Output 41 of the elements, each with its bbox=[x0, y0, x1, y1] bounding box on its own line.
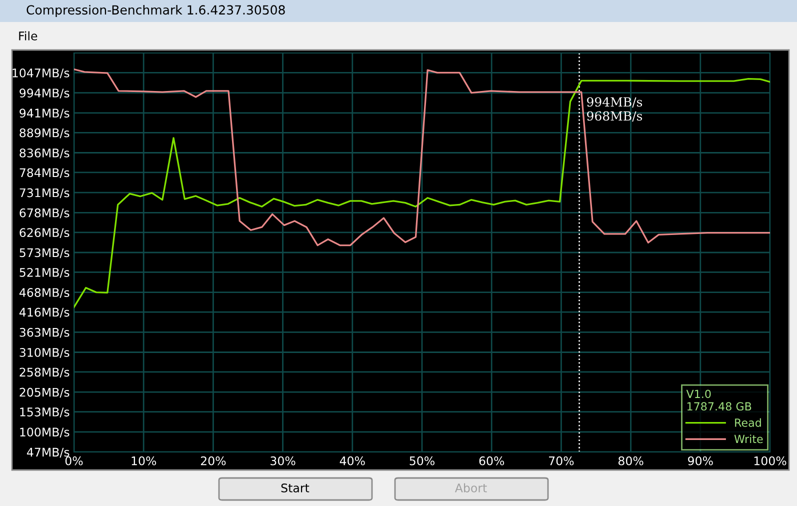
y-tick-label: 416MB/s bbox=[19, 308, 70, 318]
x-tick-label: 30% bbox=[270, 456, 296, 466]
x-tick-label: 0% bbox=[65, 456, 83, 466]
x-tick-label: 60% bbox=[479, 456, 504, 466]
x-tick-label: 100% bbox=[754, 456, 786, 466]
line-series bbox=[74, 78, 770, 308]
legend-label: Write bbox=[734, 434, 763, 444]
y-tick-label: 889MB/s bbox=[20, 128, 70, 138]
legend-label: Read bbox=[735, 418, 761, 427]
y-tick-label: 468MB/s bbox=[19, 288, 70, 298]
legend-title: V1.0 1787.48 GB bbox=[686, 390, 752, 411]
x-tick-label: 20% bbox=[200, 456, 226, 466]
y-tick-label: 100MB/s bbox=[20, 428, 70, 438]
text: Abort bbox=[454, 483, 487, 492]
y-tick-label: 941MB/s bbox=[20, 108, 70, 119]
y-tick-label: 784MB/s bbox=[20, 168, 70, 178]
x-tick-label: 50% bbox=[410, 456, 434, 466]
y-tick-label: 521MB/s bbox=[20, 268, 70, 278]
y-tick-label: 205MB/s bbox=[20, 388, 70, 398]
y-tick-label: 626MB/s bbox=[20, 228, 70, 238]
y-tick-label: 47MB/s bbox=[26, 448, 70, 458]
y-tick-label: 573MB/s bbox=[20, 248, 70, 258]
text: Start bbox=[281, 483, 310, 492]
x-tick-label: 70% bbox=[549, 456, 574, 466]
chart-title: Compression-Benchmark 1.6.4237.30508 bbox=[26, 4, 285, 18]
x-tick-label: 80% bbox=[618, 456, 644, 466]
y-tick-label: 836MB/s bbox=[20, 148, 70, 158]
y-tick-label: 1047MB/s bbox=[12, 68, 70, 78]
y-tick-label: 678MB/s bbox=[20, 208, 70, 218]
y-tick-label: 363MB/s bbox=[20, 328, 70, 338]
x-tick-label: 90% bbox=[688, 456, 713, 466]
y-tick-label: 731MB/s bbox=[20, 188, 70, 198]
text: File bbox=[19, 31, 38, 40]
x-tick-label: 40% bbox=[340, 456, 365, 466]
x-tick-label: 10% bbox=[132, 456, 156, 466]
line-series bbox=[74, 68, 770, 246]
y-tick-label: 994MB/s bbox=[20, 88, 70, 98]
y-tick-label: 258MB/s bbox=[20, 368, 70, 378]
y-tick-label: 310MB/s bbox=[20, 348, 70, 358]
y-tick-label: 153MB/s bbox=[20, 408, 70, 418]
annotation: 994MB/s 968MB/s bbox=[587, 97, 642, 122]
